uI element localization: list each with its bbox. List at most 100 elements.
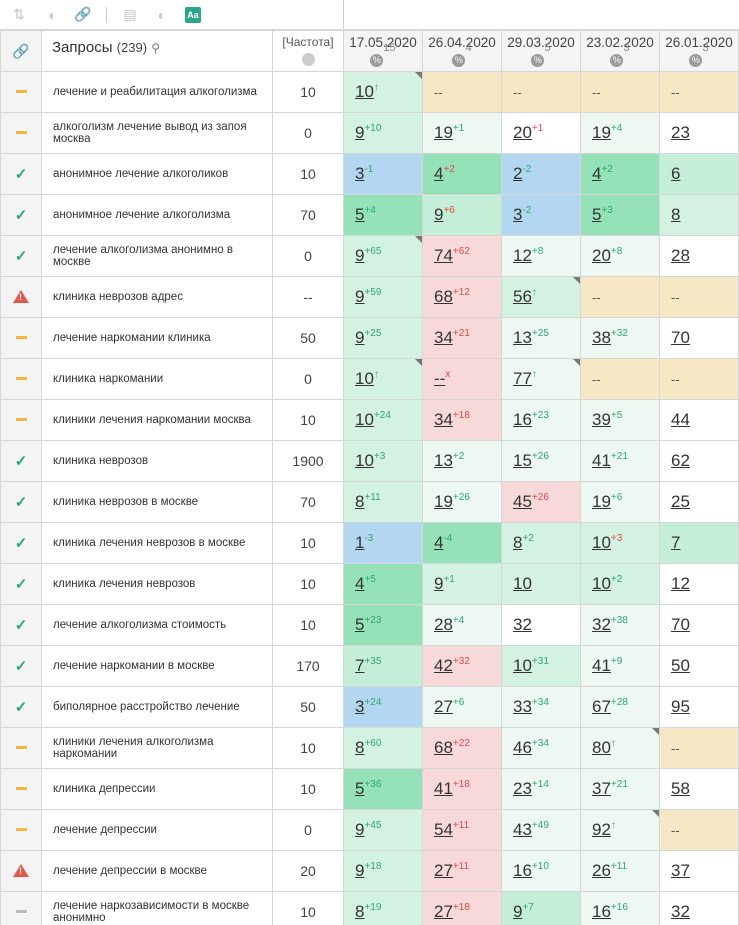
position-value[interactable]: 10 (355, 451, 374, 470)
position-cell[interactable]: 10+24 (343, 399, 423, 441)
position-cell[interactable]: 37+21 (580, 768, 660, 810)
position-cell[interactable]: 9+10 (343, 112, 423, 154)
position-value[interactable]: 58 (671, 779, 690, 798)
position-value[interactable]: 27 (434, 697, 453, 716)
position-value[interactable]: 34 (434, 328, 453, 347)
position-value[interactable]: -- (592, 372, 601, 387)
position-cell[interactable]: 67+28 (580, 686, 660, 728)
position-value[interactable]: 16 (513, 410, 532, 429)
position-value[interactable]: 13 (513, 328, 532, 347)
position-cell[interactable]: 44 (659, 399, 739, 441)
query-cell[interactable]: лечение наркозависимости в москве аноним… (41, 891, 273, 925)
position-cell[interactable]: 37 (659, 850, 739, 892)
table-row[interactable]: ✓ лечение алкоголизма стоимость 10 5+23 28+4… (0, 604, 739, 646)
position-cell[interactable]: 10↑ (343, 71, 423, 113)
position-value[interactable]: 92 (592, 820, 611, 839)
table-row[interactable]: клиники лечения алкоголизма наркомании 10… (0, 727, 739, 769)
position-value[interactable]: -- (434, 369, 446, 388)
position-value[interactable]: 7 (671, 533, 681, 552)
date-column-header[interactable]: 26.01.2020 %3 (659, 30, 739, 72)
position-cell[interactable]: 5+4 (343, 194, 423, 236)
position-value[interactable]: 68 (434, 738, 453, 757)
position-cell[interactable]: 3-2 (501, 194, 581, 236)
position-value[interactable]: 3 (513, 205, 523, 224)
position-cell[interactable]: 10+3 (580, 522, 660, 564)
position-cell[interactable]: 58 (659, 768, 739, 810)
contrast-icon[interactable]: ◐ (157, 6, 167, 23)
query-cell[interactable]: клиника неврозов адрес (41, 276, 273, 318)
position-value[interactable]: 10 (513, 574, 532, 593)
position-cell[interactable]: 8+11 (343, 481, 423, 523)
table-row[interactable]: ✓ клиника неврозов в москве 70 8+11 19+26 45+… (0, 481, 739, 523)
position-cell[interactable]: 19+4 (580, 112, 660, 154)
position-cell[interactable]: 8+60 (343, 727, 423, 769)
link-column-header[interactable]: 🔗 (0, 30, 42, 72)
position-cell[interactable]: 68+12 (422, 276, 502, 318)
position-cell[interactable]: 26+11 (580, 850, 660, 892)
position-cell[interactable]: 16+16 (580, 891, 660, 925)
date-column-header[interactable]: 29.03.2020 %5 (501, 30, 581, 72)
query-cell[interactable]: алкоголизм лечение вывод из запоя москва (41, 112, 273, 154)
position-value[interactable]: 12 (513, 246, 532, 265)
position-cell[interactable]: 19+26 (422, 481, 502, 523)
position-value[interactable]: 9 (434, 205, 444, 224)
position-cell[interactable]: 27+6 (422, 686, 502, 728)
position-cell[interactable]: 56↑ (501, 276, 581, 318)
position-value[interactable]: 20 (592, 246, 611, 265)
position-cell[interactable]: 16+10 (501, 850, 581, 892)
position-cell[interactable]: 8+19 (343, 891, 423, 925)
position-value[interactable]: 37 (671, 861, 690, 880)
position-cell[interactable]: 9+1 (422, 563, 502, 605)
position-value[interactable]: 10 (355, 410, 374, 429)
position-value[interactable]: 10 (513, 656, 532, 675)
position-value[interactable]: 20 (513, 123, 532, 142)
position-value[interactable]: 5 (592, 205, 602, 224)
query-cell[interactable]: клиника неврозов (41, 440, 273, 482)
position-cell[interactable]: 19+6 (580, 481, 660, 523)
query-cell[interactable]: клиника наркомании (41, 358, 273, 400)
position-value[interactable]: 23 (513, 779, 532, 798)
position-value[interactable]: 54 (434, 820, 453, 839)
date-column-header[interactable]: 23.02.2020 %3 (580, 30, 660, 72)
position-value[interactable]: 9 (355, 123, 365, 142)
position-cell[interactable]: 12 (659, 563, 739, 605)
position-cell[interactable]: 41+21 (580, 440, 660, 482)
position-cell[interactable]: -- (659, 809, 739, 851)
query-cell[interactable]: клиника лечения неврозов (41, 563, 273, 605)
position-cell[interactable]: 20+8 (580, 235, 660, 277)
query-cell[interactable]: клиника депрессии (41, 768, 273, 810)
position-cell[interactable]: 10+31 (501, 645, 581, 687)
position-value[interactable]: 12 (671, 574, 690, 593)
position-cell[interactable]: 8 (659, 194, 739, 236)
sort-icon[interactable]: ⇅ (13, 6, 25, 22)
position-cell[interactable]: 9+18 (343, 850, 423, 892)
position-value[interactable]: 4 (434, 164, 444, 183)
position-value[interactable]: 37 (592, 779, 611, 798)
position-cell[interactable]: 25 (659, 481, 739, 523)
position-value[interactable]: 19 (434, 123, 453, 142)
table-row[interactable]: лечение наркомании клиника 50 9+25 34+21 13+… (0, 317, 739, 359)
position-cell[interactable]: 9+25 (343, 317, 423, 359)
position-value[interactable]: 28 (671, 246, 690, 265)
query-cell[interactable]: лечение депрессии (41, 809, 273, 851)
query-cell[interactable]: клиника неврозов в москве (41, 481, 273, 523)
position-value[interactable]: 4 (592, 164, 602, 183)
position-cell[interactable]: -- (659, 276, 739, 318)
position-cell[interactable]: -- (580, 276, 660, 318)
position-value[interactable]: 34 (434, 410, 453, 429)
position-cell[interactable]: 20+1 (501, 112, 581, 154)
position-value[interactable]: 9 (513, 902, 523, 921)
position-value[interactable]: 38 (592, 328, 611, 347)
position-cell[interactable]: 62 (659, 440, 739, 482)
position-cell[interactable]: 2-2 (501, 153, 581, 195)
position-value[interactable]: 68 (434, 287, 453, 306)
position-value[interactable]: 25 (671, 492, 690, 511)
position-value[interactable]: 27 (434, 861, 453, 880)
position-cell[interactable]: 3-1 (343, 153, 423, 195)
position-value[interactable]: 44 (671, 410, 690, 429)
table-row[interactable]: ✓ клиника неврозов 1900 10+3 13+2 15+26 41+21 6… (0, 440, 739, 482)
table-row[interactable]: лечение и реабилитация алкоголизма 10 10↑ -… (0, 71, 739, 113)
position-value[interactable]: 70 (671, 328, 690, 347)
position-cell[interactable]: 7+35 (343, 645, 423, 687)
position-value[interactable]: 8 (671, 205, 681, 224)
